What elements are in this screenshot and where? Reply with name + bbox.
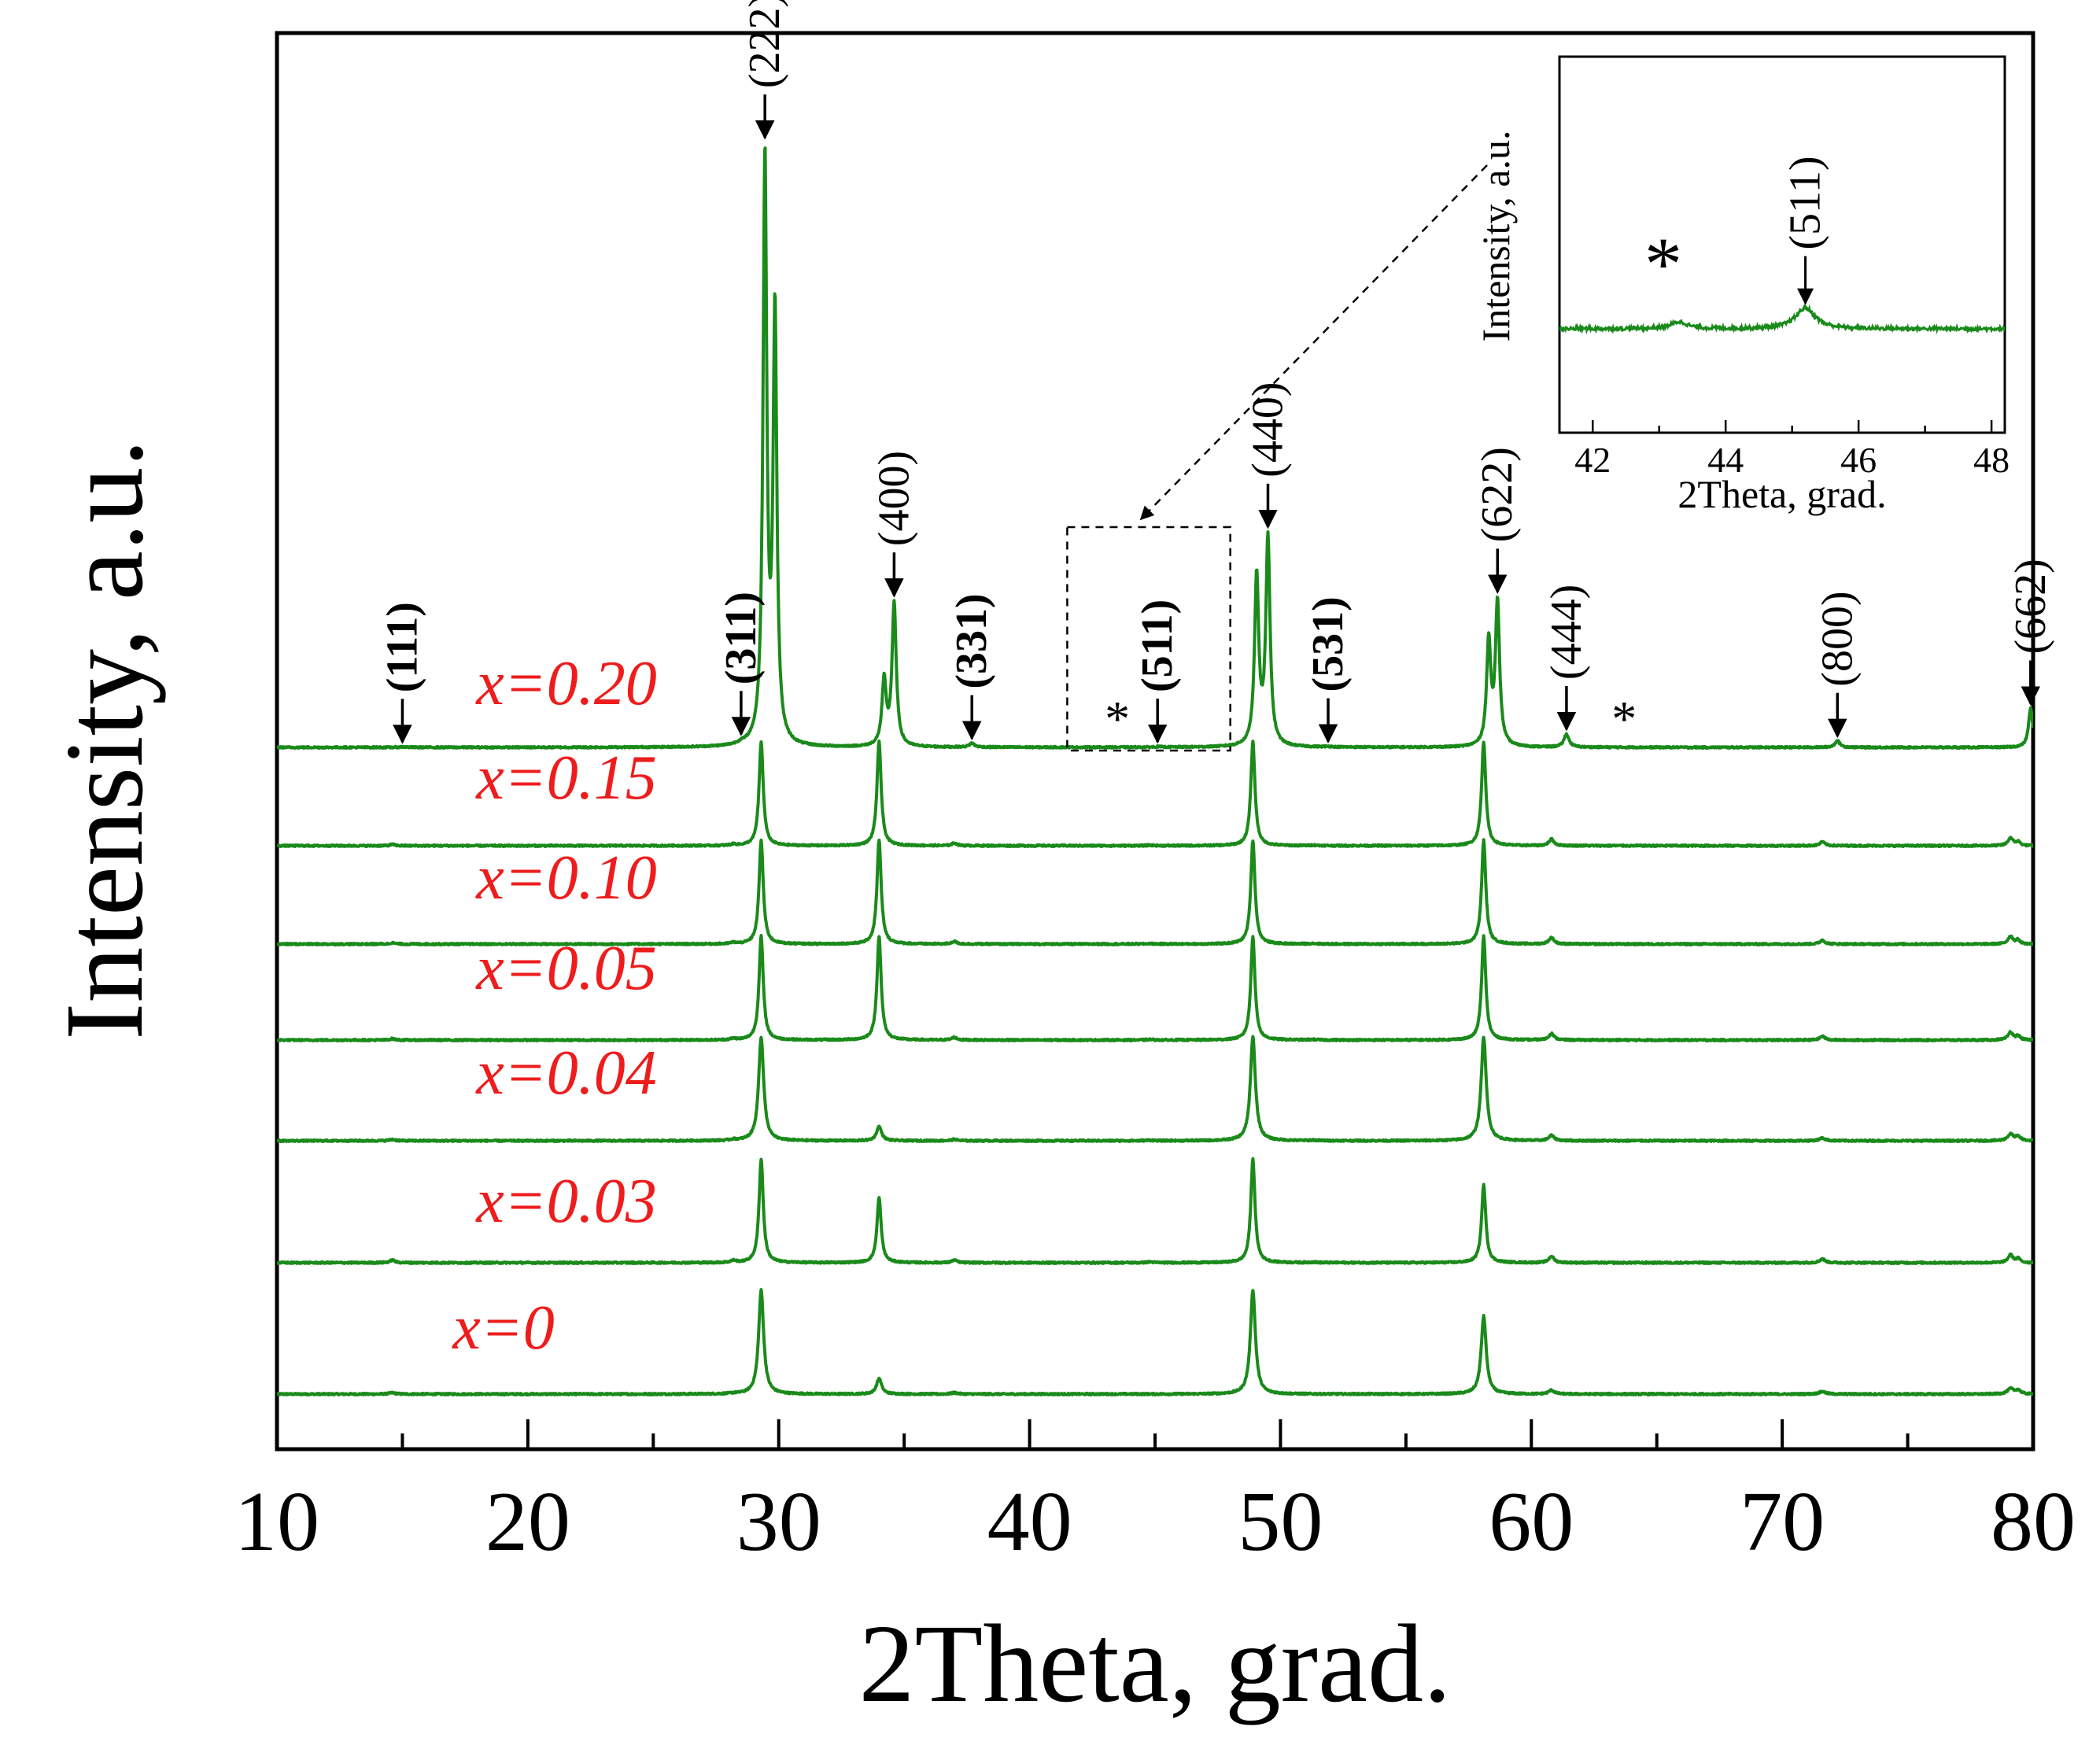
inset-impurity-marker: * <box>1644 222 1682 306</box>
inset-y-axis-title: Intensity, a.u. <box>1474 131 1518 342</box>
series-label: x=0.04 <box>475 1039 657 1108</box>
inset-series <box>1559 304 2005 335</box>
inset-x-tick-label: 44 <box>1707 440 1744 480</box>
series-label: x=0.20 <box>475 649 657 718</box>
x-tick-label: 10 <box>234 1475 319 1569</box>
x-tick-label: 70 <box>1740 1475 1825 1569</box>
peak-hkl-label: (440) <box>1243 382 1292 478</box>
x-axis-title: 2Theta, grad. <box>858 1601 1451 1725</box>
series-label: x=0.10 <box>475 843 657 913</box>
y-axis-title: Intensity, a.u. <box>42 439 166 1040</box>
impurity-marker: * <box>1105 691 1130 747</box>
series-labels: x=0 x=0.03 x=0.04 x=0.05 x=0.10 x=0.15 x=0.20 <box>452 649 657 1363</box>
x-tick-label: 60 <box>1489 1475 1574 1569</box>
zoom-indicator <box>1066 164 1488 752</box>
series-line <box>277 838 2033 946</box>
series-layer <box>277 146 2033 1396</box>
peak-hkl-label: (622) <box>1473 447 1522 542</box>
inset-x-axis-title: 2Theta, grad. <box>1677 472 1886 516</box>
peak-hkl-label: (511) <box>1133 599 1182 692</box>
x-tick-label: 30 <box>736 1475 821 1569</box>
peak-hkl-label: (800) <box>1813 591 1862 686</box>
series-line <box>277 1157 2033 1265</box>
inset-x-tick-label: 48 <box>1973 440 2010 480</box>
series-line <box>277 146 2033 750</box>
peak-hkl-label: (444) <box>1542 585 1591 680</box>
impurity-marker: * <box>1611 691 1637 747</box>
series-label: x=0.05 <box>475 934 657 1003</box>
x-tick-label: 40 <box>987 1475 1072 1569</box>
inset-frame <box>1558 55 2006 434</box>
peak-hkl-label: (331) <box>947 593 996 688</box>
series-label: x=0.15 <box>475 743 657 813</box>
inset-chart: 42 44 46 48 (511) * 2Theta, grad. Intensity, … <box>1474 55 2010 516</box>
series-label: x=0.03 <box>475 1167 657 1236</box>
peak-hkl-label: (311) <box>717 592 766 684</box>
series-label: x=0 <box>452 1293 555 1363</box>
peak-hkl-label: (531) <box>1304 596 1353 692</box>
inset-line <box>1559 304 2005 335</box>
series-line <box>277 740 2033 848</box>
peak-hkl-label: (400) <box>869 451 918 546</box>
series-line <box>277 1288 2033 1396</box>
inset-x-tick-label: 46 <box>1840 440 1877 480</box>
peak-annotations: (111) (311) (222) (400) (331) (511) (440) (531)… <box>378 0 2054 747</box>
inset-content: 42 44 46 48 (511) * <box>1559 156 2010 480</box>
x-tick-label: 50 <box>1238 1475 1323 1569</box>
peak-hkl-label: (111) <box>378 602 426 692</box>
series-line <box>277 934 2033 1042</box>
peak-hkl-label: (222) <box>740 0 789 88</box>
inset-peak-hkl-label: (511) <box>1781 156 1830 249</box>
x-axis: 10 20 30 40 50 60 70 80 <box>234 1419 2076 1569</box>
x-tick-label: 20 <box>485 1475 570 1569</box>
peak-hkl-label: (662) <box>2006 559 2055 654</box>
series-line <box>277 1035 2033 1143</box>
zoom-arrow <box>1139 164 1488 521</box>
x-tick-label: 80 <box>1991 1475 2076 1569</box>
inset-x-tick-label: 42 <box>1574 440 1611 480</box>
zoom-box <box>1066 526 1231 752</box>
